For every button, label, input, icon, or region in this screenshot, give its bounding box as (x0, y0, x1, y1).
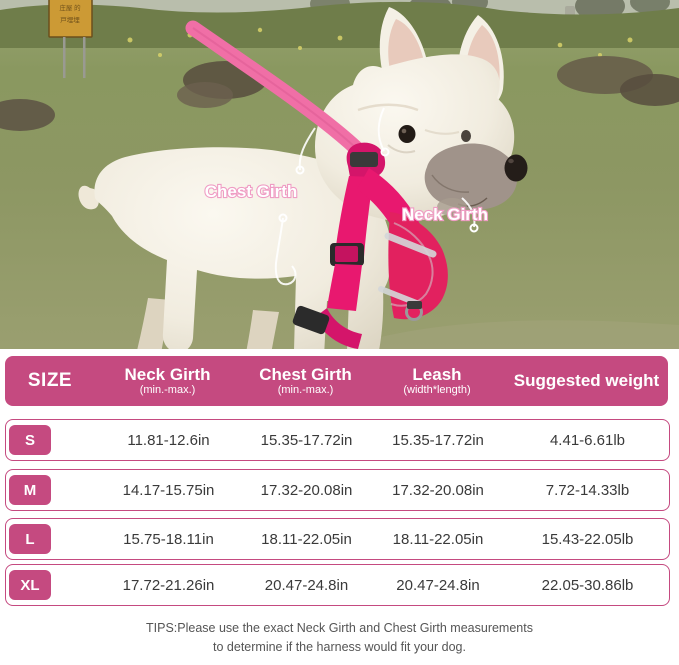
svg-text:Chest Girth: Chest Girth (205, 182, 298, 201)
svg-text:庄屋 的: 庄屋 的 (59, 3, 81, 12)
svg-text:戸埋埋: 戸埋埋 (60, 15, 80, 24)
svg-text:Neck Girth: Neck Girth (402, 205, 488, 224)
